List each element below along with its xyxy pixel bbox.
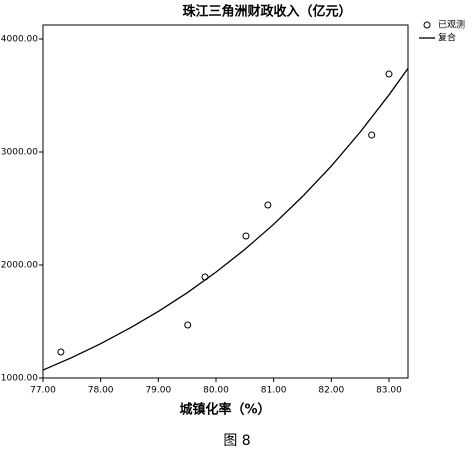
chart-title: 珠江三角洲财政收入（亿元）: [182, 4, 351, 20]
data-point: [264, 201, 272, 209]
x-tick-label: 81.00: [261, 386, 287, 396]
y-tick-label: 3000.00: [1, 148, 38, 158]
x-tick-label: 82.00: [318, 386, 344, 396]
data-point: [242, 232, 250, 240]
fit-line: [42, 68, 409, 371]
plot-frame: [42, 24, 409, 379]
legend-symbol: [423, 21, 431, 29]
legend-label: 已观测: [438, 20, 465, 31]
x-tick-label: 77.00: [30, 386, 56, 396]
figure-caption: 图 8: [223, 433, 250, 449]
x-tick-label: 80.00: [203, 386, 229, 396]
data-point: [368, 131, 376, 139]
x-tick-label: 78.00: [88, 386, 114, 396]
y-tick-label: 2000.00: [1, 261, 38, 271]
y-tick-label: 4000.00: [1, 35, 38, 45]
x-axis-label: 城镇化率（%）: [179, 402, 270, 418]
legend-label: 复合: [438, 32, 456, 44]
y-tick-label: 1000.00: [1, 374, 38, 384]
data-point: [57, 348, 65, 356]
x-tick-label: 83.00: [376, 386, 402, 396]
data-point: [184, 321, 192, 329]
data-point: [385, 70, 393, 78]
x-tick-label: 79.00: [145, 386, 171, 396]
